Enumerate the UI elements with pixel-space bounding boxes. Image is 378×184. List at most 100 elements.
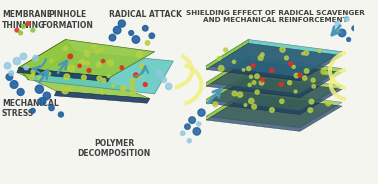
Polygon shape	[206, 56, 248, 86]
Circle shape	[87, 68, 91, 72]
Circle shape	[251, 64, 255, 68]
Circle shape	[109, 34, 116, 41]
Circle shape	[249, 75, 253, 78]
Circle shape	[62, 87, 68, 94]
Circle shape	[294, 73, 299, 78]
Circle shape	[255, 90, 259, 94]
Polygon shape	[17, 68, 111, 82]
Circle shape	[100, 48, 103, 51]
Circle shape	[156, 70, 162, 76]
Circle shape	[288, 81, 291, 85]
Circle shape	[270, 69, 274, 72]
Circle shape	[149, 33, 155, 38]
Circle shape	[20, 53, 26, 60]
Circle shape	[352, 26, 356, 31]
Circle shape	[68, 54, 73, 59]
Circle shape	[107, 75, 110, 77]
Circle shape	[132, 36, 139, 43]
Polygon shape	[206, 56, 342, 94]
Circle shape	[260, 53, 264, 56]
Circle shape	[33, 55, 39, 61]
Circle shape	[10, 81, 18, 88]
Circle shape	[294, 90, 297, 93]
Circle shape	[321, 69, 326, 74]
Circle shape	[140, 64, 145, 69]
Polygon shape	[206, 40, 342, 77]
Circle shape	[259, 81, 264, 85]
Circle shape	[24, 66, 28, 70]
Text: PINHOLE
FORMATION: PINHOLE FORMATION	[42, 10, 93, 30]
Circle shape	[309, 99, 314, 104]
Text: SHIELDING EFFECT OF RADICAL SCAVENGER
AND MECHANICAL REINFORCEMENT: SHIELDING EFFECT OF RADICAL SCAVENGER AN…	[186, 10, 365, 24]
Circle shape	[130, 89, 136, 94]
Circle shape	[248, 83, 251, 86]
Circle shape	[326, 101, 331, 106]
Circle shape	[78, 64, 81, 67]
Circle shape	[325, 72, 328, 75]
Polygon shape	[17, 72, 150, 99]
Circle shape	[302, 52, 304, 55]
Circle shape	[101, 59, 105, 63]
Circle shape	[31, 74, 35, 77]
Circle shape	[302, 76, 307, 80]
Circle shape	[97, 76, 102, 81]
Circle shape	[6, 74, 13, 80]
Circle shape	[145, 41, 150, 45]
Circle shape	[270, 108, 274, 112]
Circle shape	[304, 69, 309, 73]
Polygon shape	[28, 52, 174, 94]
Circle shape	[280, 47, 285, 52]
Polygon shape	[19, 40, 155, 77]
Circle shape	[9, 71, 14, 76]
Circle shape	[217, 56, 221, 60]
Circle shape	[285, 56, 288, 60]
Circle shape	[197, 122, 201, 126]
Circle shape	[237, 92, 243, 97]
Circle shape	[193, 128, 200, 135]
Circle shape	[338, 29, 346, 37]
Text: MECHANICAL
STRESS: MECHANICAL STRESS	[2, 99, 59, 118]
Circle shape	[252, 81, 256, 84]
Circle shape	[107, 60, 113, 66]
Circle shape	[232, 91, 237, 96]
Circle shape	[279, 83, 283, 86]
Circle shape	[280, 99, 284, 103]
Circle shape	[96, 62, 101, 67]
Circle shape	[102, 78, 106, 82]
Circle shape	[96, 50, 99, 53]
Circle shape	[64, 74, 70, 80]
Circle shape	[187, 139, 191, 143]
Circle shape	[31, 70, 35, 74]
Polygon shape	[54, 91, 150, 103]
Polygon shape	[206, 40, 248, 70]
Circle shape	[242, 69, 245, 71]
Circle shape	[166, 83, 172, 89]
Circle shape	[312, 85, 316, 88]
Circle shape	[43, 92, 51, 99]
Polygon shape	[19, 40, 75, 80]
Circle shape	[138, 73, 142, 77]
Circle shape	[26, 22, 30, 25]
Circle shape	[35, 85, 43, 93]
Circle shape	[38, 77, 41, 80]
Polygon shape	[206, 43, 342, 81]
Circle shape	[100, 90, 104, 94]
Circle shape	[246, 66, 251, 71]
Circle shape	[92, 45, 96, 49]
Text: MEMBRANE
THINNING: MEMBRANE THINNING	[2, 10, 52, 30]
Circle shape	[232, 60, 235, 63]
Circle shape	[59, 112, 64, 117]
Circle shape	[161, 77, 167, 82]
Circle shape	[120, 66, 124, 69]
Text: RADICAL ATTACK: RADICAL ATTACK	[109, 10, 182, 20]
Polygon shape	[206, 73, 248, 103]
Circle shape	[64, 46, 68, 50]
Polygon shape	[206, 90, 248, 120]
Circle shape	[213, 102, 218, 107]
Circle shape	[292, 65, 295, 68]
Circle shape	[185, 124, 190, 129]
Circle shape	[112, 84, 115, 87]
Circle shape	[4, 63, 11, 69]
Circle shape	[289, 62, 293, 66]
Circle shape	[189, 117, 195, 123]
